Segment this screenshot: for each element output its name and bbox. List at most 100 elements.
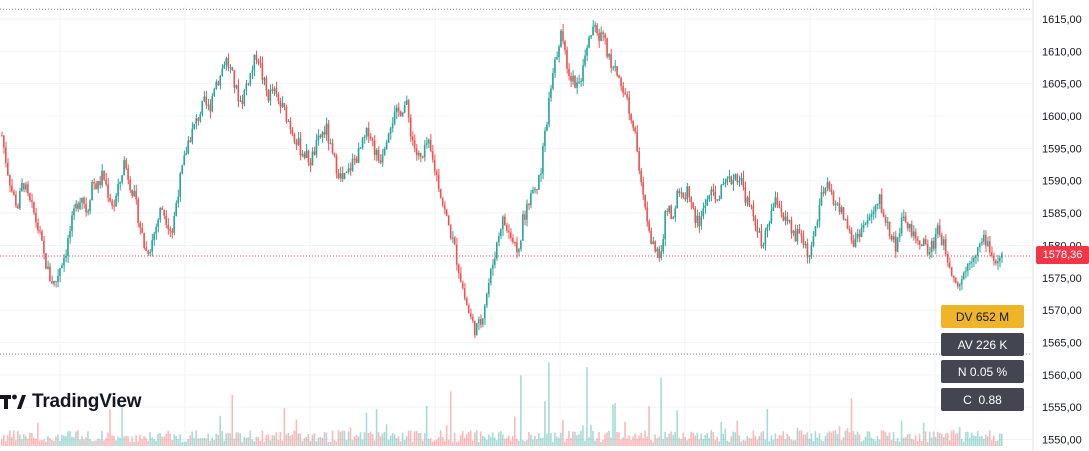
candle [335, 156, 338, 174]
candle [826, 182, 829, 188]
candle [197, 118, 199, 121]
candle [127, 168, 129, 180]
candle [421, 156, 424, 158]
candle [157, 219, 159, 227]
candle [736, 174, 739, 183]
volume-bar [239, 433, 242, 446]
candle [49, 266, 51, 282]
candle [764, 230, 767, 245]
candle [205, 96, 208, 105]
volume-bar [534, 435, 536, 446]
volume-bar [71, 436, 73, 446]
candle [734, 174, 737, 180]
volume-bar [17, 430, 19, 446]
candle [273, 88, 276, 91]
candle [403, 104, 406, 113]
volume-bar [642, 438, 644, 446]
volume-bar [554, 432, 556, 446]
volume-bar [277, 439, 280, 446]
candle [694, 208, 696, 223]
volume-bar [155, 440, 157, 446]
volume-bar [149, 432, 151, 446]
candle [996, 261, 999, 264]
volume-bar [75, 431, 77, 446]
candle [832, 192, 835, 205]
volume-bar [900, 420, 903, 446]
candle [361, 137, 364, 148]
candle [704, 205, 707, 209]
candle [423, 144, 426, 158]
volume-bar [668, 433, 670, 446]
candle [666, 211, 668, 213]
volume-bar [986, 436, 989, 446]
candle [562, 30, 564, 42]
candle [612, 67, 614, 69]
candle [61, 265, 63, 269]
volume-bar [123, 436, 125, 446]
volume-bar [305, 436, 308, 446]
volume-bar [940, 433, 943, 446]
volume-bar [201, 438, 204, 446]
volume-bar [441, 436, 444, 446]
volume-bar [153, 438, 155, 446]
candle [349, 168, 352, 171]
volume-bar [894, 440, 897, 446]
volume-bar [83, 439, 85, 446]
candle [936, 225, 939, 234]
candle [598, 33, 600, 41]
candle [467, 305, 470, 314]
volume-bar [309, 440, 312, 446]
candle [263, 77, 266, 80]
candle [453, 237, 456, 245]
volume-bar [405, 436, 408, 446]
candle [101, 170, 103, 186]
candle [495, 242, 498, 259]
volume-bar [217, 434, 220, 446]
candle [852, 240, 855, 247]
volume-bar [499, 431, 502, 446]
volume-bar [367, 432, 370, 446]
candle [938, 225, 941, 235]
volume-bar [812, 440, 815, 446]
volume-bar [389, 435, 392, 446]
volume-bar [604, 434, 606, 446]
candle [738, 180, 741, 183]
volume-bar [770, 435, 773, 446]
volume-bar [878, 439, 881, 446]
volume-bar [910, 438, 913, 446]
candle [357, 148, 360, 163]
candle [730, 176, 733, 185]
volume-bar [550, 432, 552, 446]
volume-bar [902, 437, 905, 446]
volume-bar [347, 431, 350, 446]
volume-bar [982, 438, 985, 446]
candle [443, 205, 446, 210]
candle [35, 212, 37, 223]
candle [73, 208, 75, 216]
candle [229, 66, 232, 68]
volume-bar [924, 431, 927, 446]
volume-bar [922, 422, 925, 446]
candle [634, 127, 636, 132]
volume-bar [209, 440, 212, 446]
candle [173, 215, 175, 233]
volume-bar [237, 432, 240, 446]
candle [698, 215, 700, 227]
volume-bar [516, 438, 518, 446]
volume-bar [265, 435, 268, 446]
candle [55, 281, 57, 283]
tradingview-logo[interactable]: TradingView [0, 389, 142, 415]
candle [43, 240, 45, 254]
volume-bar [714, 439, 717, 446]
volume-bar [151, 437, 153, 446]
candle [79, 202, 81, 209]
candle [990, 252, 993, 256]
candle [974, 255, 977, 259]
volume-bar [169, 433, 171, 446]
candle [81, 197, 83, 203]
volume-bar [93, 440, 95, 446]
candle [958, 284, 961, 287]
volume-bar [435, 439, 438, 446]
volume-bar [746, 435, 749, 446]
